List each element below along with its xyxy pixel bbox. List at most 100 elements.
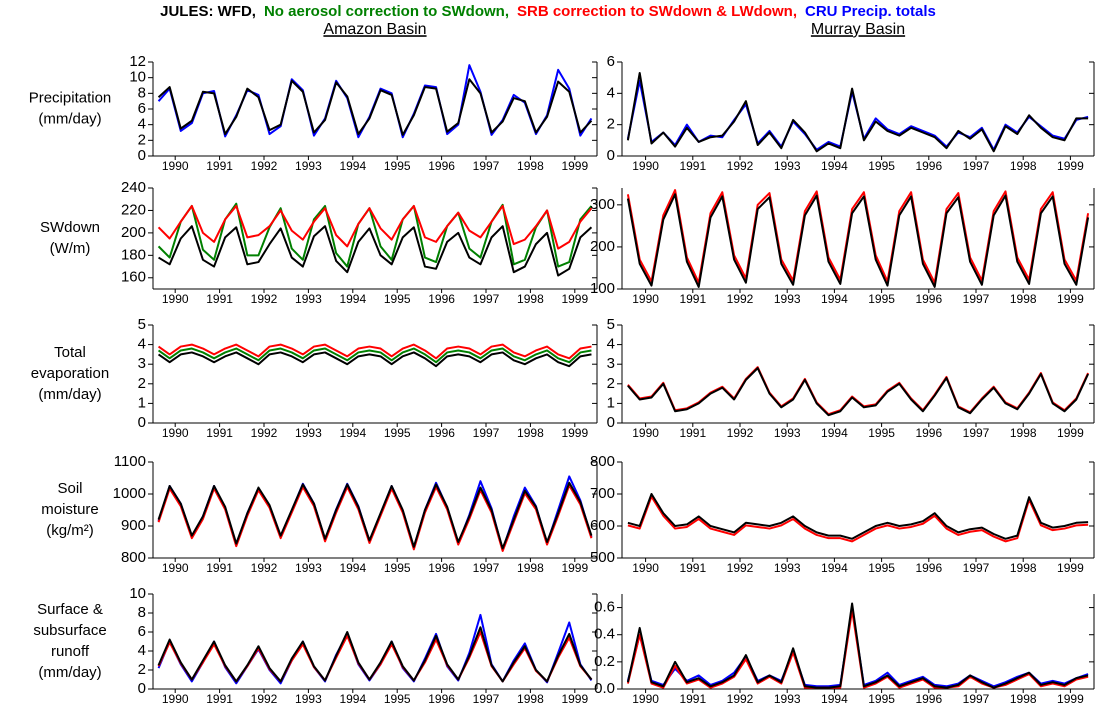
x-tick-label: 1996: [428, 561, 455, 575]
y-tick-label: 1100: [114, 453, 146, 470]
x-tick-label: 1992: [727, 159, 754, 173]
y-tick-label: 180: [121, 246, 146, 263]
y-tick-label: 5: [138, 316, 146, 333]
x-tick-label: 1991: [679, 561, 706, 575]
x-tick-label: 1991: [679, 692, 706, 706]
x-tick-label: 1995: [384, 159, 411, 173]
x-tick-label: 1999: [561, 292, 588, 306]
y-tick-label: 0.4: [594, 626, 615, 643]
x-tick-label: 1992: [251, 159, 278, 173]
x-tick-label: 1991: [206, 292, 233, 306]
series-line: [157, 626, 593, 683]
x-tick-label: 1991: [206, 561, 233, 575]
x-tick-label: 1998: [1010, 159, 1037, 173]
x-tick-label: 1995: [384, 292, 411, 306]
x-tick-label: 1993: [295, 426, 322, 440]
y-tick-label: 1: [607, 394, 615, 411]
y-tick-label: 2: [138, 131, 146, 148]
x-tick-label: 1997: [963, 159, 990, 173]
x-tick-label: 1992: [251, 292, 278, 306]
y-tick-label: 200: [121, 224, 146, 241]
x-tick-label: 1999: [1057, 159, 1084, 173]
y-tick-label: 1: [138, 394, 146, 411]
x-tick-label: 1994: [339, 692, 366, 706]
x-tick-label: 1994: [821, 692, 848, 706]
y-axis-label: (W/m): [50, 240, 91, 257]
x-tick-label: 1996: [428, 292, 455, 306]
x-tick-label: 1998: [1010, 426, 1037, 440]
x-tick-label: 1999: [561, 692, 588, 706]
x-tick-label: 1992: [251, 561, 278, 575]
y-tick-label: 220: [121, 201, 146, 218]
y-tick-label: 0: [138, 147, 146, 164]
y-tick-label: 0: [138, 414, 146, 431]
x-tick-label: 1994: [339, 561, 366, 575]
x-tick-label: 1994: [821, 292, 848, 306]
y-axis-label: SWdown: [40, 219, 100, 236]
y-tick-label: 4: [138, 642, 146, 659]
series-line: [157, 481, 593, 550]
y-tick-label: 160: [121, 269, 146, 286]
x-tick-label: 1999: [1057, 561, 1084, 575]
x-tick-label: 1995: [384, 561, 411, 575]
x-tick-label: 1999: [1057, 426, 1084, 440]
x-tick-label: 1995: [384, 692, 411, 706]
y-tick-label: 3: [607, 355, 615, 372]
header-part: CRU Precip. totals: [805, 3, 936, 20]
y-axis-label: subsurface: [33, 622, 106, 639]
y-axis-label: runoff: [51, 643, 90, 660]
x-tick-label: 1998: [517, 159, 544, 173]
y-tick-label: 6: [607, 53, 615, 70]
x-tick-label: 1991: [206, 692, 233, 706]
x-tick-label: 1998: [1010, 292, 1037, 306]
y-tick-label: 200: [590, 238, 615, 255]
x-tick-label: 1993: [774, 292, 801, 306]
header-part: JULES: WFD,: [160, 3, 256, 20]
column-title: Amazon Basin: [323, 21, 426, 38]
x-tick-label: 1997: [963, 426, 990, 440]
header-part: SRB correction to SWdown & LWdown,: [517, 3, 797, 20]
y-tick-label: 2: [138, 661, 146, 678]
x-tick-label: 1994: [821, 159, 848, 173]
x-tick-label: 1997: [963, 561, 990, 575]
y-tick-label: 8: [138, 604, 146, 621]
y-tick-label: 4: [138, 336, 146, 353]
x-tick-label: 1990: [162, 561, 189, 575]
x-tick-label: 1998: [517, 426, 544, 440]
x-tick-label: 1993: [295, 561, 322, 575]
x-tick-label: 1995: [868, 159, 895, 173]
x-tick-label: 1992: [727, 692, 754, 706]
x-tick-label: 1998: [1010, 692, 1037, 706]
x-tick-label: 1994: [339, 426, 366, 440]
series-line: [157, 347, 592, 364]
x-tick-label: 1998: [517, 561, 544, 575]
x-tick-label: 1990: [162, 292, 189, 306]
x-tick-label: 1996: [915, 292, 942, 306]
y-tick-label: 2: [607, 116, 615, 133]
x-tick-label: 1996: [428, 692, 455, 706]
series-line: [157, 475, 593, 551]
x-tick-label: 1999: [1057, 692, 1084, 706]
x-tick-label: 1990: [162, 426, 189, 440]
series-line: [157, 202, 593, 268]
x-tick-label: 1997: [473, 426, 500, 440]
y-axis-label: (kg/m²): [46, 522, 94, 539]
x-tick-label: 1993: [295, 692, 322, 706]
x-tick-label: 1990: [632, 561, 659, 575]
y-axis-label: (mm/day): [38, 386, 101, 403]
x-tick-label: 1996: [915, 159, 942, 173]
x-tick-label: 1998: [517, 292, 544, 306]
y-tick-label: 0: [607, 147, 615, 164]
y-tick-label: 2: [607, 375, 615, 392]
y-tick-label: 300: [590, 196, 615, 213]
x-tick-label: 1990: [162, 692, 189, 706]
x-tick-label: 1997: [473, 692, 500, 706]
y-axis-label: Soil: [57, 480, 82, 497]
y-tick-label: 4: [607, 336, 615, 353]
y-tick-label: 0: [138, 680, 146, 697]
x-tick-label: 1991: [679, 292, 706, 306]
x-tick-label: 1995: [868, 692, 895, 706]
y-axis-label: evaporation: [31, 365, 109, 382]
y-tick-label: 0.2: [594, 653, 615, 670]
